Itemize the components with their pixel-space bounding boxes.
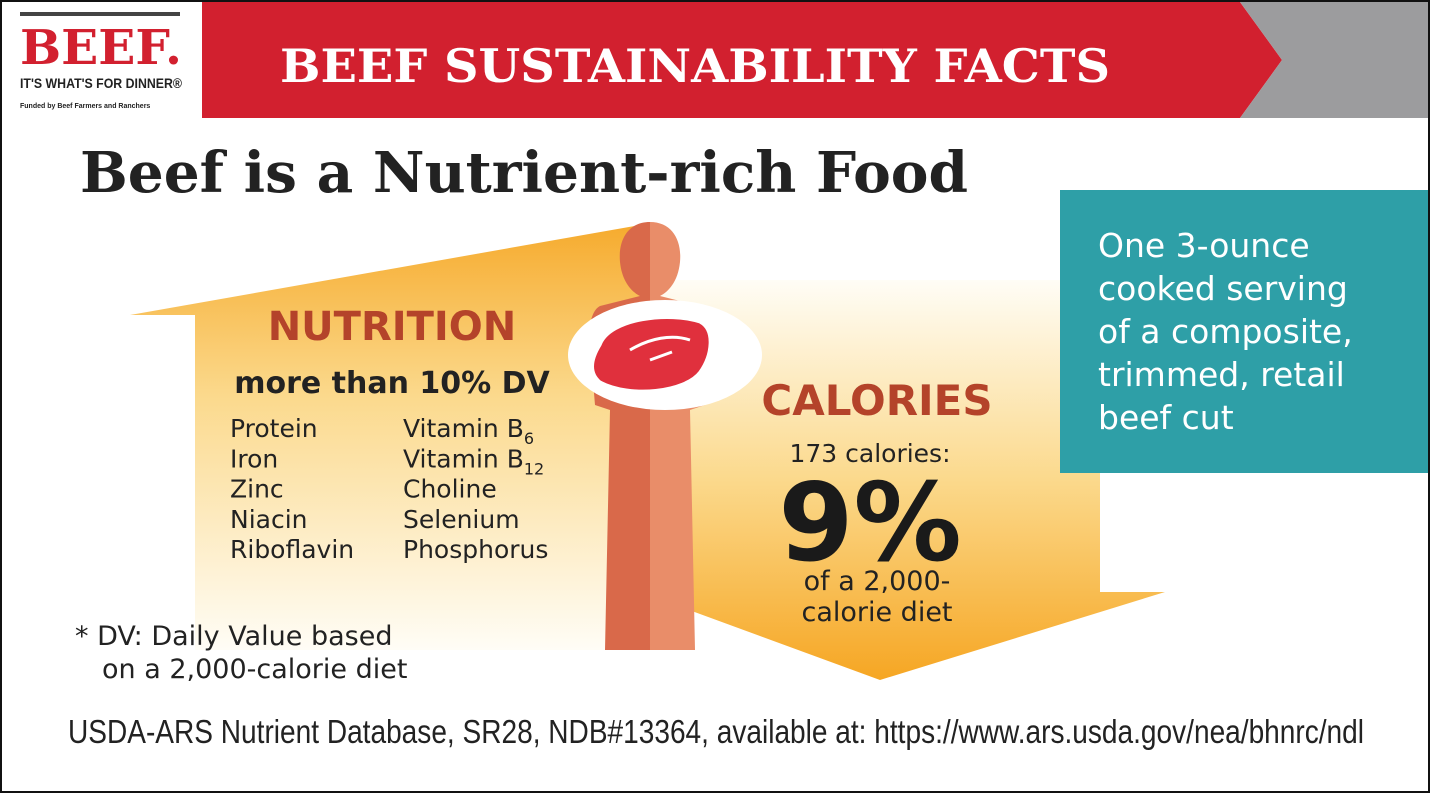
nutrient: Selenium bbox=[403, 505, 520, 534]
nutrition-subtitle: more than 10% DV bbox=[234, 366, 550, 401]
calories-note: of a 2,000- bbox=[804, 566, 951, 597]
nutrient: Phosphorus bbox=[403, 535, 548, 564]
steak-icon bbox=[591, 315, 712, 393]
calories-amount: 173 calories: bbox=[789, 439, 950, 468]
nutrient: Iron bbox=[230, 444, 278, 473]
serving-box bbox=[1060, 190, 1428, 473]
banner-title: BEEF SUSTAINABILITY FACTS bbox=[280, 39, 1110, 93]
nutrient: Vitamin B6 bbox=[403, 414, 534, 448]
nutrient-name: Vitamin B bbox=[403, 444, 524, 473]
logo-tagline: IT'S WHAT'S FOR DINNER® bbox=[20, 75, 183, 91]
serving-line: cooked serving bbox=[1098, 269, 1348, 308]
nutrient: Choline bbox=[403, 475, 497, 504]
headline: Beef is a Nutrient-rich Food bbox=[80, 140, 968, 206]
nutrient-name: Phosphorus bbox=[403, 535, 548, 564]
nutrient-subscript: 12 bbox=[524, 459, 544, 478]
nutrient: Riboflavin bbox=[230, 535, 354, 564]
source: USDA-ARS Nutrient Database, SR28, NDB#13… bbox=[68, 713, 1364, 750]
nutrient: Zinc bbox=[230, 475, 284, 504]
logo-funding: Funded by Beef Farmers and Ranchers bbox=[20, 103, 150, 110]
logo-brand: BEEF. bbox=[20, 20, 182, 76]
down-arrow bbox=[640, 280, 1165, 680]
calories-note: calorie diet bbox=[801, 597, 952, 628]
footnote-line: on a 2,000-calorie diet bbox=[102, 654, 407, 685]
up-arrow bbox=[130, 225, 640, 650]
nutrient: Niacin bbox=[230, 505, 308, 534]
nutrient-name: Vitamin B bbox=[403, 414, 524, 443]
nutrient-subscript: 6 bbox=[524, 429, 534, 448]
logo-rule bbox=[20, 12, 180, 16]
calories-title: CALORIES bbox=[761, 376, 992, 425]
nutrient: Protein bbox=[230, 414, 318, 443]
footnote-line: * DV: Daily Value based bbox=[75, 621, 392, 652]
banner-end bbox=[1240, 2, 1428, 118]
steak-marbling bbox=[629, 335, 691, 362]
serving-line: trimmed, retail bbox=[1098, 355, 1345, 394]
calories-percent: 9% bbox=[778, 461, 961, 586]
nutrient-name: Selenium bbox=[403, 505, 520, 534]
nutrient: Vitamin B12 bbox=[403, 444, 544, 478]
serving-line: of a composite, bbox=[1098, 312, 1353, 351]
nutrition-title: NUTRITION bbox=[268, 304, 517, 350]
nutrient-name: Choline bbox=[403, 475, 497, 504]
serving-line: beef cut bbox=[1098, 398, 1234, 437]
banner bbox=[202, 2, 1282, 118]
serving-line: One 3-ounce bbox=[1098, 226, 1310, 265]
